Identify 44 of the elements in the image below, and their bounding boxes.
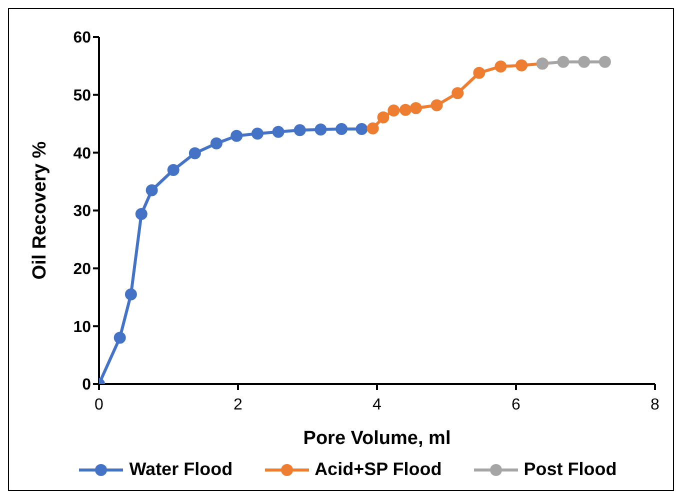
point	[272, 126, 284, 138]
y-tick-label: 40	[73, 145, 92, 162]
point	[210, 137, 222, 150]
point	[356, 122, 368, 135]
point	[494, 60, 507, 72]
x-tick-label: 4	[372, 396, 382, 414]
point	[366, 122, 379, 134]
point	[294, 124, 306, 136]
point	[188, 147, 201, 160]
point	[388, 104, 400, 116]
point	[578, 56, 590, 68]
y-tick-label: 0	[82, 376, 92, 394]
point	[598, 56, 611, 68]
y-tick-label: 50	[73, 88, 92, 105]
point	[146, 184, 158, 196]
point	[230, 130, 243, 142]
point	[430, 99, 443, 112]
point	[251, 128, 264, 140]
point	[114, 332, 126, 344]
y-tick-label: 10	[73, 318, 92, 336]
point	[410, 102, 422, 114]
x-axis-title: Pore Volume, ml	[303, 428, 451, 449]
point	[377, 111, 390, 124]
x-tick-label: 8	[650, 396, 660, 414]
legend-label: Water Flood	[128, 459, 233, 480]
legend-label: Post Flood	[522, 459, 617, 480]
point	[124, 288, 137, 300]
y-tick-label: 60	[73, 30, 92, 47]
point	[399, 104, 412, 116]
x-tick-label: 2	[234, 396, 243, 414]
point	[167, 164, 180, 176]
y-tick-label: 20	[73, 261, 92, 278]
y-axis-title: Oil Recovery %	[30, 141, 51, 280]
x-tick-label: 6	[512, 396, 521, 414]
y-tick-label: 30	[73, 203, 92, 220]
point	[314, 124, 327, 136]
point	[135, 208, 148, 220]
point	[336, 122, 348, 135]
x-tick-label: 0	[94, 396, 104, 414]
point	[516, 59, 528, 72]
legend-label: Acid+SP Flood	[314, 459, 442, 480]
point	[473, 66, 486, 79]
point	[452, 87, 464, 100]
point	[557, 56, 570, 68]
